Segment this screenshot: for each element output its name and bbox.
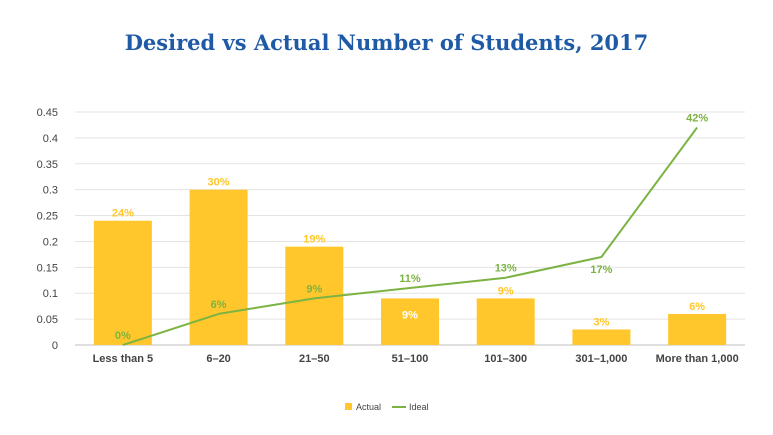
bar-data-label: 24% — [112, 208, 134, 220]
line-data-label: 6% — [211, 299, 227, 311]
y-tick-label: 0.1 — [43, 288, 58, 300]
legend-swatch-actual — [345, 403, 352, 410]
x-category-label: 21–50 — [299, 353, 330, 365]
x-axis-categories: Less than 5 6–20 21–50 51–100 101–300 301–1,0… — [93, 353, 739, 365]
gridlines — [75, 111, 745, 346]
line-data-label: 17% — [590, 264, 612, 276]
legend-label-ideal: Ideal — [409, 402, 429, 412]
x-category-label: More than 1,000 — [656, 353, 739, 365]
bar-data-label: 9% — [498, 285, 514, 297]
bar-actual — [572, 329, 631, 345]
legend-label-actual: Actual — [356, 402, 381, 412]
bar-actual — [476, 298, 535, 345]
y-tick-label: 0.4 — [43, 133, 58, 145]
line-data-label: 9% — [306, 283, 322, 295]
bar-actual — [189, 189, 248, 345]
x-category-label: 301–1,000 — [575, 353, 627, 365]
line-ideal — [122, 126, 698, 346]
data-labels: 24% 30% 19% 9% 9% 3% 6% 0% 6% 9% 11% 13% 17% 42% — [112, 113, 709, 342]
y-tick-label: 0.45 — [37, 107, 58, 119]
legend: Actual Ideal — [345, 402, 429, 412]
x-category-label: 51–100 — [392, 353, 429, 365]
line-data-label: 11% — [399, 273, 421, 285]
bar-data-label: 6% — [689, 301, 705, 313]
bar-data-label: 19% — [303, 234, 325, 246]
y-tick-label: 0.25 — [37, 211, 58, 223]
line-data-label: 0% — [115, 330, 131, 342]
bar-actual — [668, 313, 727, 345]
bar-data-label: 3% — [593, 316, 609, 328]
y-tick-label: 0.35 — [37, 159, 58, 171]
ideal-line — [122, 126, 698, 346]
y-tick-label: 0.2 — [43, 236, 58, 248]
y-tick-label: 0.3 — [43, 185, 58, 197]
chart-title: Desired vs Actual Number of Students, 20… — [124, 30, 649, 55]
y-tick-label: 0.05 — [37, 314, 58, 326]
y-tick-label: 0.15 — [37, 262, 58, 274]
bar-actual — [93, 220, 152, 345]
x-category-label: 101–300 — [484, 353, 527, 365]
y-tick-label: 0 — [52, 340, 58, 352]
x-category-label: Less than 5 — [93, 353, 154, 365]
x-category-label: 6–20 — [206, 353, 230, 365]
bar-actual — [381, 298, 439, 345]
y-axis-ticks: 0 0.05 0.1 0.15 0.2 0.25 0.3 0.35 0.4 0.45 — [37, 107, 58, 352]
bar-data-label: 9% — [402, 309, 418, 321]
line-data-label: 42% — [686, 113, 708, 125]
line-data-label: 13% — [495, 263, 517, 275]
bar-data-label: 30% — [208, 177, 230, 189]
actual-bars — [93, 189, 727, 345]
